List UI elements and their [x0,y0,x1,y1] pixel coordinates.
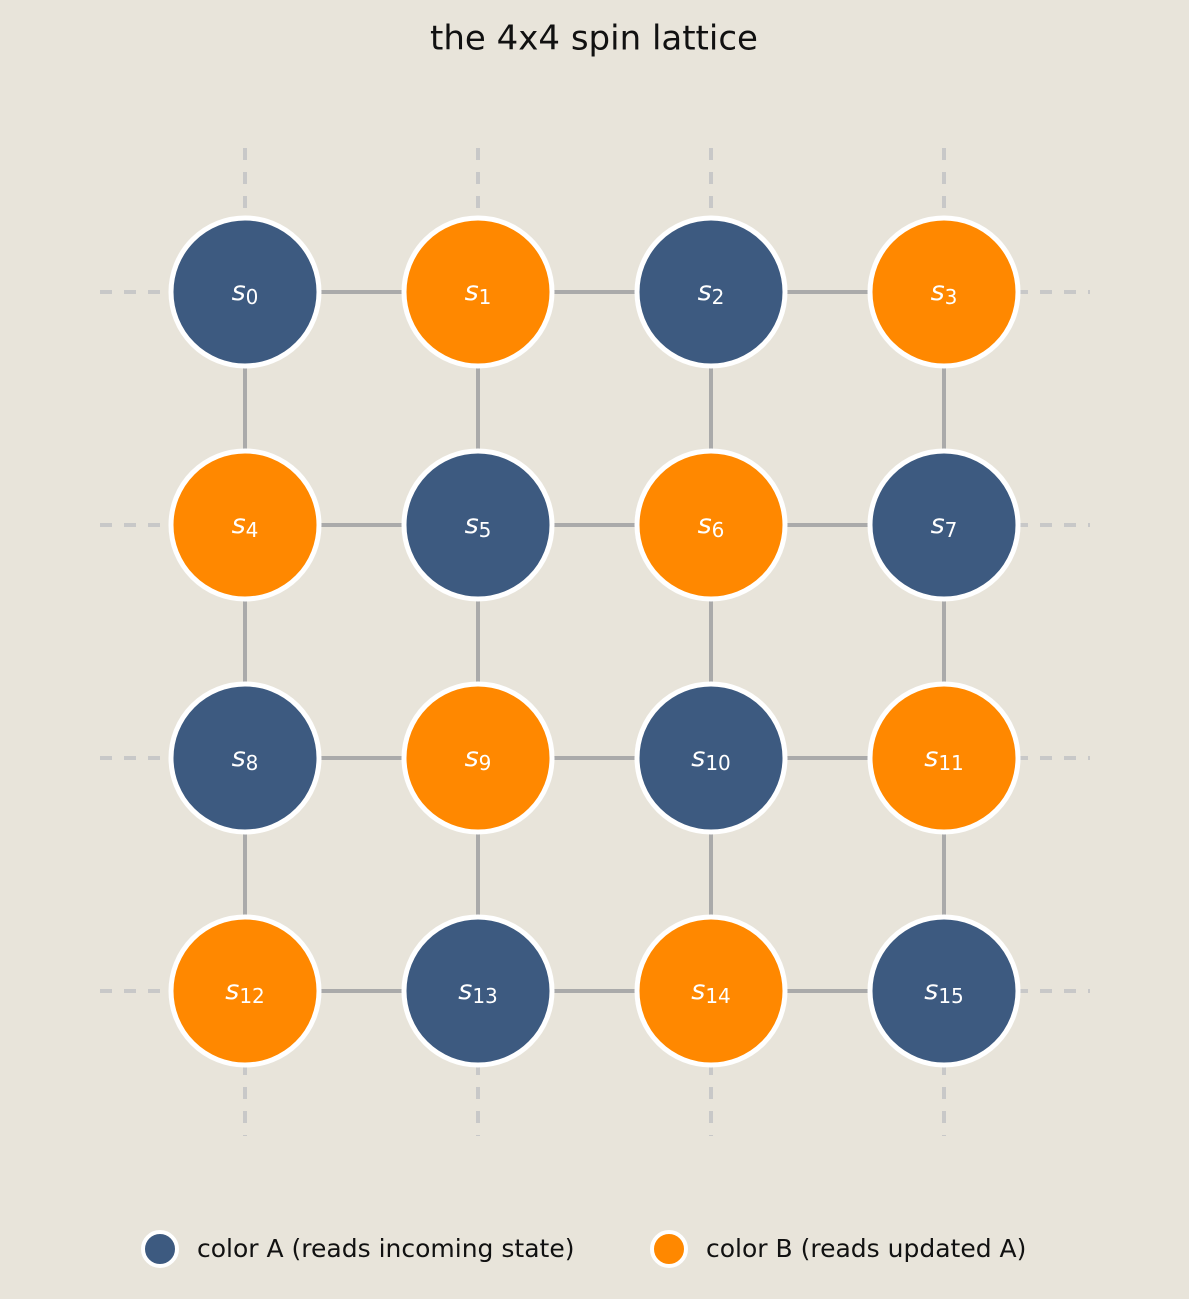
node-subscript: 9 [479,751,492,775]
legend-label: color A (reads incoming state) [197,1234,574,1263]
node-subscript: 0 [246,285,259,309]
node-subscript: 14 [705,984,730,1008]
node-subscript: 11 [938,751,963,775]
spin-node [867,681,1021,835]
legend-swatch [650,1230,688,1268]
node-symbol: s [691,742,705,773]
node-label: s15 [924,975,964,1008]
spin-node [168,914,322,1068]
spin-node [401,215,555,369]
node-symbol: s [225,975,239,1006]
spin-node [634,215,788,369]
node-label: s3 [931,276,958,309]
node-label: s6 [698,509,725,542]
spin-node [867,914,1021,1068]
node-label: s14 [691,975,731,1008]
spin-node [401,914,555,1068]
node-symbol: s [232,509,246,540]
node-subscript: 12 [239,984,264,1008]
spin-node [634,914,788,1068]
node-subscript: 1 [479,285,492,309]
node-symbol: s [465,742,479,773]
node-label: s12 [225,975,265,1008]
node-subscript: 3 [945,285,958,309]
node-symbol: s [465,276,479,307]
node-subscript: 6 [712,518,725,542]
legend: color A (reads incoming state) color B (r… [141,1230,1026,1268]
node-symbol: s [924,742,938,773]
node-symbol: s [232,276,246,307]
spin-node [168,215,322,369]
node-label: s10 [691,742,731,775]
node-symbol: s [931,276,945,307]
spin-node [168,681,322,835]
node-subscript: 2 [712,285,725,309]
node-symbol: s [232,742,246,773]
node-label: s7 [931,509,958,542]
node-symbol: s [465,509,479,540]
spin-node [867,448,1021,602]
node-symbol: s [691,975,705,1006]
legend-label: color B (reads updated A) [706,1234,1026,1263]
spin-node [401,681,555,835]
node-label: s2 [698,276,725,309]
node-label: s0 [232,276,259,309]
node-label: s1 [465,276,492,309]
node-symbol: s [924,975,938,1006]
node-label: s11 [924,742,964,775]
node-label: s9 [465,742,492,775]
spin-node [867,215,1021,369]
node-label: s5 [465,509,492,542]
node-subscript: 5 [479,518,492,542]
spin-node [401,448,555,602]
node-subscript: 7 [945,518,958,542]
node-subscript: 4 [246,518,259,542]
spin-node [634,448,788,602]
spin-node [168,448,322,602]
node-label: s8 [232,742,259,775]
node-subscript: 8 [246,751,259,775]
node-symbol: s [931,509,945,540]
node-subscript: 13 [472,984,497,1008]
node-subscript: 15 [938,984,963,1008]
node-symbol: s [698,509,712,540]
node-symbol: s [458,975,472,1006]
node-label: s4 [232,509,259,542]
spin-node [634,681,788,835]
legend-swatch [141,1230,179,1268]
node-symbol: s [698,276,712,307]
node-subscript: 10 [705,751,730,775]
node-label: s13 [458,975,498,1008]
title: the 4x4 spin lattice [430,19,758,59]
